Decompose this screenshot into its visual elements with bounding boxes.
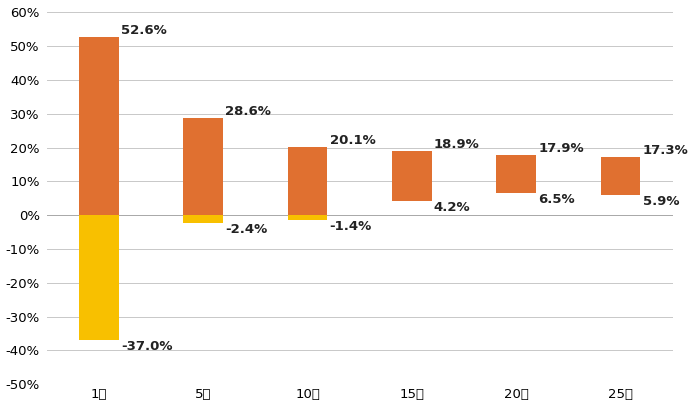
- Text: 52.6%: 52.6%: [121, 24, 167, 37]
- Text: 4.2%: 4.2%: [434, 201, 470, 214]
- Text: 28.6%: 28.6%: [225, 105, 271, 118]
- Bar: [79, 37, 119, 215]
- Text: -37.0%: -37.0%: [121, 340, 172, 353]
- Text: 17.9%: 17.9%: [538, 142, 584, 155]
- Bar: [392, 151, 432, 201]
- Text: 17.3%: 17.3%: [643, 144, 688, 157]
- Bar: [288, 215, 327, 220]
- Bar: [79, 215, 119, 340]
- Bar: [184, 215, 223, 223]
- Text: -1.4%: -1.4%: [329, 220, 372, 233]
- Bar: [601, 157, 641, 195]
- Bar: [184, 118, 223, 215]
- Text: -2.4%: -2.4%: [225, 223, 267, 236]
- Text: 6.5%: 6.5%: [538, 193, 575, 206]
- Bar: [288, 147, 327, 215]
- Text: 18.9%: 18.9%: [434, 138, 480, 151]
- Bar: [496, 155, 536, 193]
- Text: 5.9%: 5.9%: [643, 195, 679, 208]
- Text: 20.1%: 20.1%: [329, 134, 376, 147]
